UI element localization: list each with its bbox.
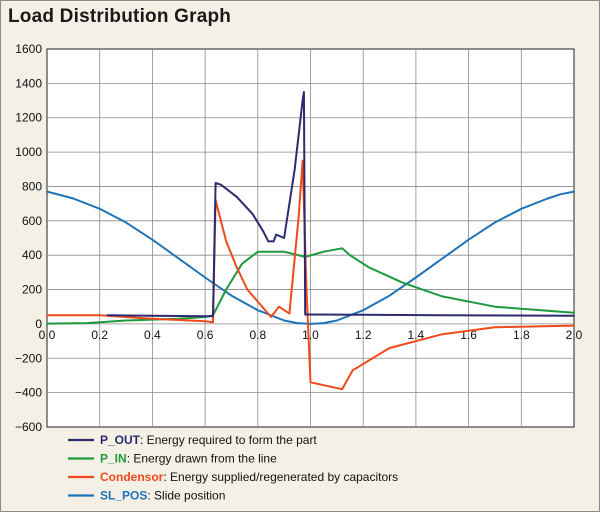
- x-tick-label: 1.4: [408, 328, 425, 342]
- legend-series-name: Condensor: [100, 470, 164, 484]
- y-tick-label: 1000: [15, 145, 42, 159]
- y-tick-label: 1200: [15, 111, 42, 125]
- x-tick-label: 0.4: [144, 328, 161, 342]
- legend-series-name: P_OUT: [100, 433, 141, 447]
- series-line-sl-pos: [46, 190, 575, 325]
- y-tick-label: 1600: [15, 42, 42, 56]
- legend-entry: P_IN: Energy drawn from the line: [100, 452, 277, 466]
- legend-series-name: SL_POS: [100, 489, 147, 503]
- legend-entry: Condensor: Energy supplied/regenerated b…: [100, 470, 398, 484]
- series-line-p-in: [46, 247, 575, 325]
- y-tick-label: 200: [22, 283, 42, 297]
- legend-entry: P_OUT: Energy required to form the part: [100, 433, 317, 447]
- y-tick-label: −600: [15, 420, 42, 434]
- x-tick-label: 0.8: [249, 328, 266, 342]
- x-tick-label: 1.2: [355, 328, 372, 342]
- series-line-p-out: [106, 91, 575, 318]
- legend-series-name: P_IN: [100, 452, 127, 466]
- chart-title: Load Distribution Graph: [8, 6, 232, 27]
- legend-series-description: : Energy drawn from the line: [127, 452, 277, 466]
- legend-entry: SL_POS: Slide position: [100, 489, 225, 503]
- y-tick-label: −200: [15, 351, 42, 365]
- x-tick-label: 2.0: [566, 328, 583, 342]
- y-tick-label: 0: [35, 317, 42, 331]
- x-tick-label: 0.2: [91, 328, 108, 342]
- y-tick-label: 800: [22, 179, 42, 193]
- x-tick-label: 0.6: [197, 328, 214, 342]
- legend-series-description: : Energy required to form the part: [140, 433, 317, 447]
- x-tick-label: 0.0: [39, 328, 56, 342]
- legend-series-description: : Energy supplied/regenerated by capacit…: [163, 470, 398, 484]
- x-tick-label: 1.0: [302, 328, 319, 342]
- y-tick-label: 400: [22, 248, 42, 262]
- legend-series-description: : Slide position: [147, 489, 225, 503]
- series-line-condensor: [46, 159, 575, 391]
- x-tick-label: 1.8: [513, 328, 530, 342]
- y-tick-label: 1400: [15, 76, 42, 90]
- y-tick-label: 600: [22, 214, 42, 228]
- y-tick-label: −400: [15, 386, 42, 400]
